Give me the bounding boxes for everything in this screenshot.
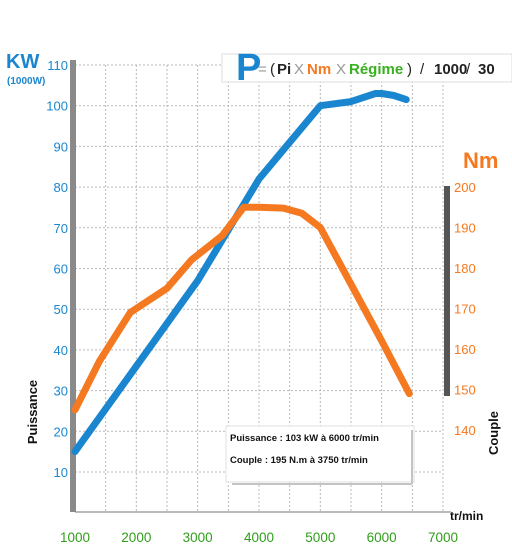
tick-labels: 10 20 30 40 50 60 70 80 90 100 110 140 150 160 170 180 1…	[46, 58, 475, 545]
right-tick-label: 140	[454, 423, 476, 438]
left-axis-title: Puissance	[25, 380, 40, 444]
x-tick-label: 3000	[183, 530, 213, 545]
left-tick-label: 90	[54, 139, 68, 154]
torque-curve	[71, 203, 413, 414]
left-tick-label: 30	[54, 384, 68, 399]
right-tick-label: 170	[454, 302, 476, 317]
x-tick-label: 5000	[305, 530, 335, 545]
right-axis-unit: Nm	[463, 148, 498, 173]
formula-close-paren: )	[407, 61, 412, 78]
left-tick-label: 20	[54, 424, 68, 439]
formula-open-paren: (	[270, 61, 275, 78]
formula-times-1: X	[294, 61, 304, 78]
left-tick-label: 40	[54, 343, 68, 358]
axes	[70, 60, 451, 513]
x-tick-label: 2000	[121, 530, 151, 545]
formula-box: P = ( Pi X Nm X Régime ) / 1000 / 30	[221, 47, 512, 89]
formula-regime: Régime	[349, 61, 403, 78]
right-axis-title: Couple	[486, 411, 501, 455]
left-tick-label: 50	[54, 302, 68, 317]
formula-divisor-30: 30	[478, 61, 495, 78]
left-tick-label: 70	[54, 221, 68, 236]
right-tick-label: 190	[454, 221, 476, 236]
right-tick-label: 200	[454, 180, 476, 195]
left-axis-unit-note: (1000W)	[7, 76, 45, 87]
formula-times-2: X	[336, 61, 346, 78]
series-layer	[71, 90, 413, 456]
annotation-box: Puissance : 103 kW à 6000 tr/min Couple …	[225, 425, 415, 485]
x-tick-label: 1000	[60, 530, 90, 545]
formula-slash-1: /	[420, 61, 425, 78]
right-tick-label: 160	[454, 342, 476, 357]
formula-equals: =	[258, 61, 267, 78]
formula-nm: Nm	[307, 61, 331, 78]
x-axis-unit: tr/min	[450, 509, 483, 523]
right-tick-label: 150	[454, 383, 476, 398]
formula-slash-2: /	[466, 61, 471, 78]
annotation-power: Puissance : 103 kW à 6000 tr/min	[230, 433, 379, 444]
formula-pi: Pi	[277, 61, 291, 78]
formula-divisor-1000: 1000	[434, 61, 467, 78]
left-tick-label: 80	[54, 180, 68, 195]
annotation-torque: Couple : 195 N.m à 3750 tr/min	[230, 455, 368, 466]
left-tick-label: 10	[54, 465, 68, 480]
left-tick-label: 60	[54, 262, 68, 277]
left-tick-label: 100	[46, 99, 68, 114]
x-tick-label: 4000	[244, 530, 274, 545]
formula-p: P	[236, 47, 261, 89]
right-tick-label: 180	[454, 261, 476, 276]
annotation-box-frame	[225, 425, 415, 483]
formula-box-frame	[221, 53, 512, 83]
x-tick-label: 6000	[367, 530, 397, 545]
left-tick-label: 110	[47, 58, 68, 73]
left-axis-unit: KW	[6, 51, 39, 73]
right-axis-bar	[444, 186, 450, 396]
x-tick-label: 7000	[428, 530, 458, 545]
left-axis-bar	[70, 60, 76, 512]
power-curve	[71, 90, 410, 456]
